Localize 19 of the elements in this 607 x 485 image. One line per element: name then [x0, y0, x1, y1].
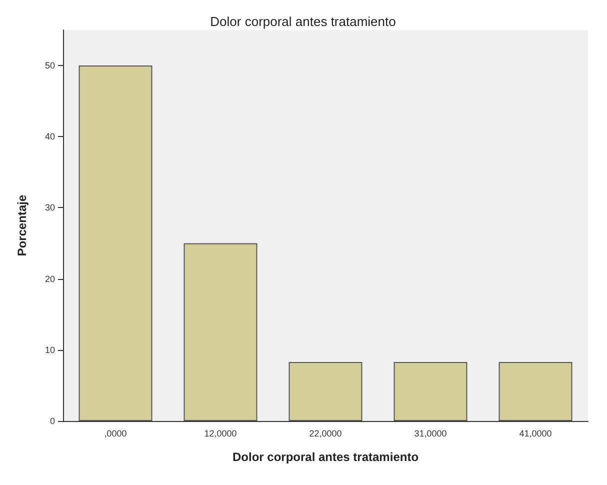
bar [184, 243, 258, 421]
x-tick-label: ,0000 [104, 428, 127, 438]
y-tick-label: 50 [44, 60, 55, 71]
x-tick-label: 22,0000 [309, 428, 342, 438]
bar [498, 362, 572, 421]
x-tick-label: 31,0000 [414, 428, 447, 438]
y-tick-label: 40 [44, 132, 55, 142]
y-tick-label: 30 [44, 202, 55, 213]
x-axis-title: Dolor corporal antes tratamiento [232, 450, 419, 464]
y-tick-label: 0 [50, 416, 55, 426]
bar [288, 362, 362, 421]
y-axis-title: Porcentaje [15, 194, 29, 256]
x-tick-label: 12,0000 [204, 428, 237, 438]
bar [394, 362, 468, 421]
chart-title: Dolor corporal antes tratamiento [210, 14, 396, 29]
bar [78, 66, 152, 421]
y-tick-label: 10 [44, 344, 55, 355]
y-tick-label: 20 [44, 274, 55, 284]
x-tick-label: 41,0000 [519, 428, 552, 438]
